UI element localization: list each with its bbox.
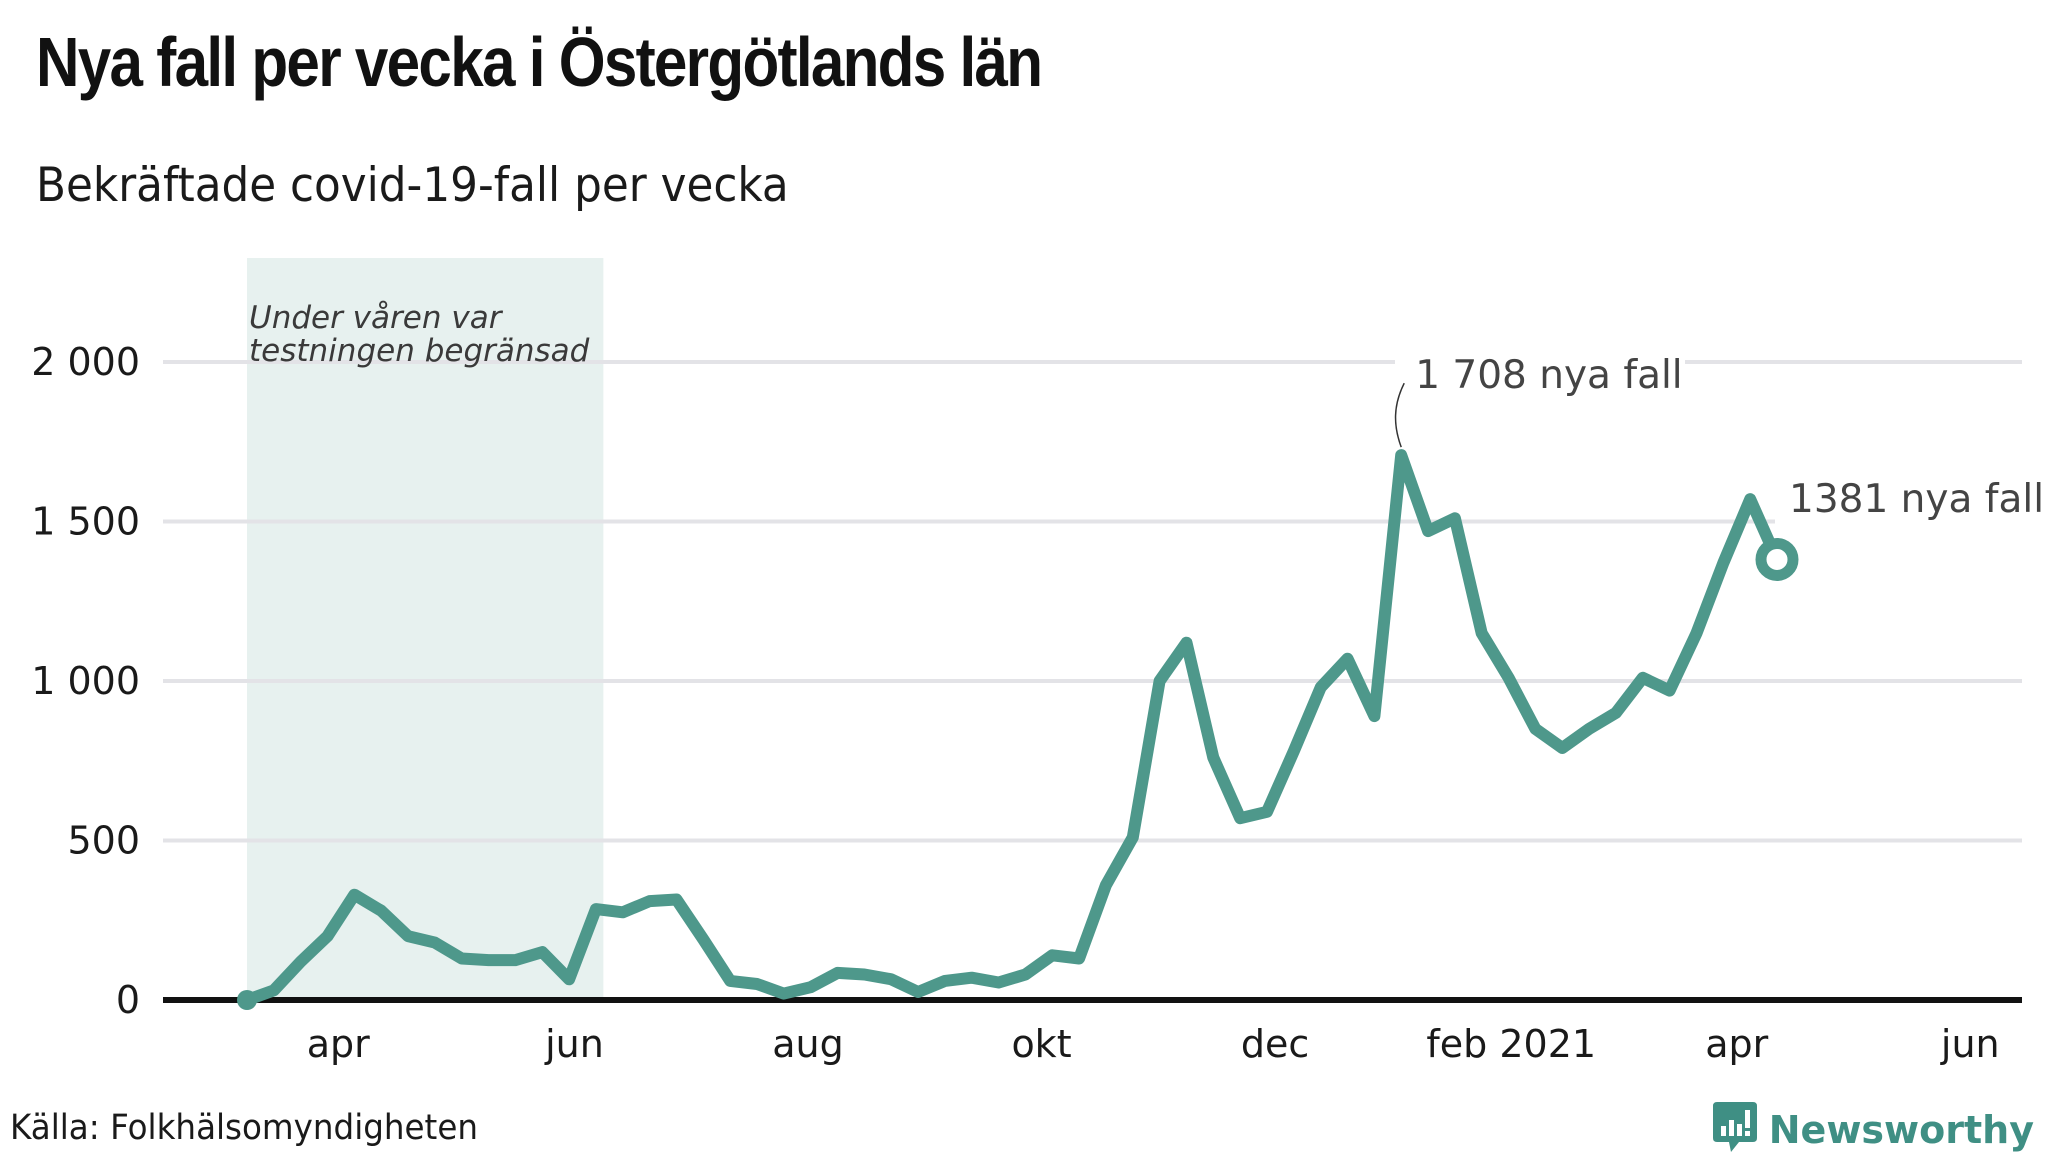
x-tick-label: dec bbox=[1241, 1022, 1309, 1066]
brand-name: Newsworthy bbox=[1768, 1108, 2034, 1152]
chart-title: Nya fall per vecka i Östergötlands län bbox=[36, 23, 1043, 101]
shaded-region-note-line1: Under våren var bbox=[249, 300, 504, 336]
x-tick-label: feb 2021 bbox=[1426, 1022, 1596, 1066]
y-tick-label: 0 bbox=[116, 978, 140, 1022]
series-line bbox=[241, 449, 1783, 1006]
y-tick-label: 1 000 bbox=[31, 659, 140, 703]
x-tick-label: aug bbox=[772, 1022, 844, 1066]
y-tick-label: 1 500 bbox=[31, 500, 140, 544]
chart-subtitle: Bekräftade covid-19-fall per vecka bbox=[36, 158, 789, 213]
y-tick-label: 2 000 bbox=[31, 340, 140, 384]
peak-annotation-label: 1 708 nya fall bbox=[1415, 353, 1682, 398]
latest-annotation-label: 1381 nya fall bbox=[1789, 477, 2044, 522]
x-tick-label: okt bbox=[1011, 1022, 1071, 1066]
x-tick-label: apr bbox=[1705, 1022, 1768, 1066]
shaded-region-note-line2: testningen begränsad bbox=[249, 333, 590, 369]
data-point bbox=[237, 990, 257, 1010]
x-tick-label: jun bbox=[544, 1022, 604, 1066]
x-tick-label: apr bbox=[307, 1022, 370, 1066]
brand-logo: Newsworthy bbox=[1711, 1100, 2034, 1160]
x-tick-label: jun bbox=[1940, 1022, 2000, 1066]
latest-value-marker bbox=[1755, 537, 1799, 581]
bar-chart-speech-bubble-icon bbox=[1711, 1100, 1759, 1160]
shaded-region bbox=[247, 258, 604, 1000]
source-credit: Källa: Folkhälsomyndigheten bbox=[10, 1108, 478, 1148]
y-tick-label: 500 bbox=[67, 819, 140, 863]
peak-annotation-leader bbox=[1394, 382, 1405, 448]
